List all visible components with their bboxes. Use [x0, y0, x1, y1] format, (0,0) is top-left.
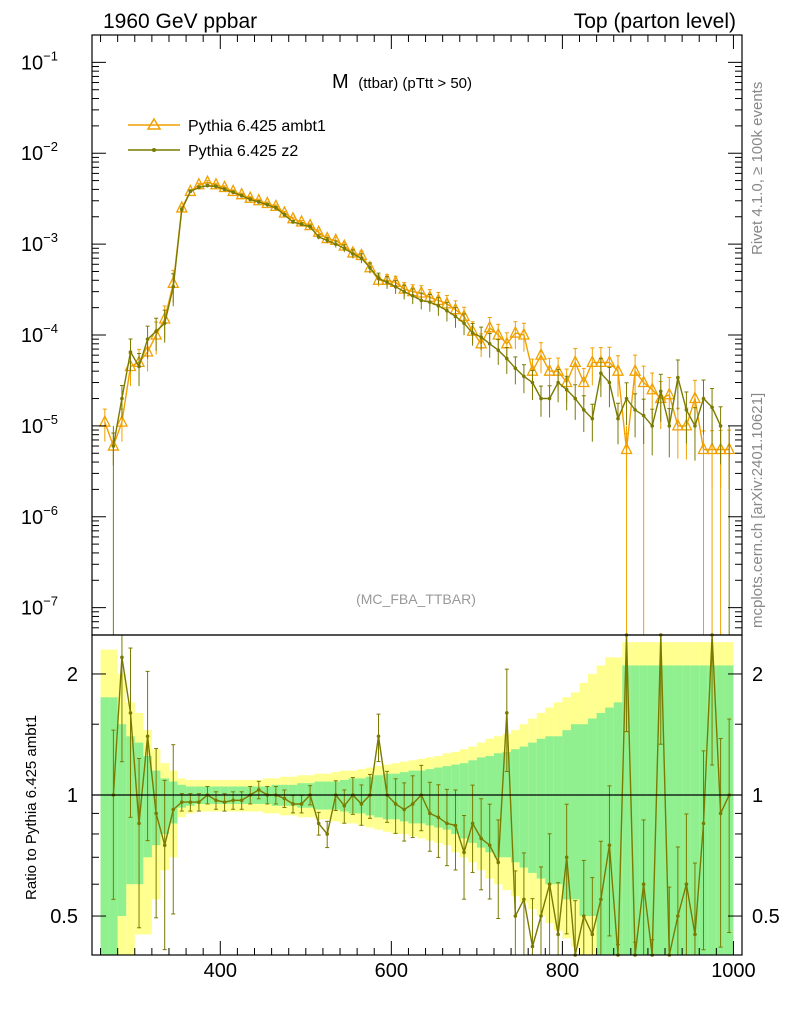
ratio-ytick-label-right: 0.5 — [752, 906, 780, 928]
series-line — [104, 181, 730, 451]
band-mc-bin — [545, 736, 554, 885]
band-mc-bin — [588, 718, 597, 917]
watermark: (MC_FBA_TTBAR) — [356, 591, 476, 607]
data-point — [483, 320, 496, 333]
band-mc-bin — [656, 665, 666, 955]
legend: Pythia 6.425 ambt1 Pythia 6.425 z2 — [128, 117, 326, 160]
data-point — [111, 444, 116, 448]
band-mc-bin — [117, 724, 127, 917]
band-mc-bin — [536, 738, 546, 879]
data-point — [586, 354, 599, 368]
mcplots-label: mcplots.cern.ch [arXiv:2401.10621] — [749, 393, 766, 628]
data-point — [509, 325, 522, 338]
chart-title-main: M — [332, 71, 349, 93]
legend-marker-ambt1 — [146, 117, 162, 130]
data-point — [688, 391, 702, 404]
band-mc-bin — [613, 702, 623, 955]
band-mc-bin — [519, 746, 529, 868]
series-ambt1 — [98, 174, 736, 635]
data-point — [543, 363, 556, 376]
band-mc-bin — [502, 751, 512, 858]
chart-title: M (ttbar) (pTtt > 50) — [332, 71, 472, 93]
band-mc-bin — [511, 749, 520, 863]
rivet-label: Rivet 4.1.0, ≥ 100k events — [749, 82, 766, 255]
ratio-ytick-label: 0.5 — [50, 906, 78, 928]
band-mc-bin — [459, 763, 469, 839]
ratio-ytick-label-right: 2 — [752, 664, 763, 686]
band-mc-bin — [690, 665, 700, 955]
legend-label-ambt1: Pythia 6.425 ambt1 — [188, 118, 326, 135]
xtick-label: 400 — [204, 960, 237, 982]
data-point — [671, 418, 684, 431]
xtick-label: 1000 — [711, 960, 756, 982]
data-point — [577, 375, 590, 388]
band-mc-bin — [579, 724, 589, 917]
main-ytick-label: 10−2 — [21, 139, 58, 165]
data-point — [637, 375, 650, 388]
header-left: 1960 GeV ppbar — [103, 10, 257, 33]
ratio-ylabel: Ratio to Pythia 6.425 ambt1 — [23, 715, 40, 900]
ratio-axes: 0.5 0.5 1 1 2 2 400 600 800 1000 — [50, 634, 780, 982]
chart-title-sub: (ttbar) (pTtt > 50) — [358, 75, 472, 92]
data-point — [663, 387, 676, 400]
ratio-ytick-label: 1 — [67, 785, 78, 807]
band-mc-bin — [707, 665, 717, 955]
main-ytick-label: 10−3 — [21, 230, 58, 256]
band-mc-bin — [570, 724, 580, 900]
xtick-label: 800 — [546, 960, 579, 982]
data-point — [646, 382, 659, 395]
band-mc-bin — [630, 665, 640, 955]
main-ytick-label: 10−6 — [21, 503, 58, 529]
band-mc-bin — [493, 753, 503, 858]
data-point — [115, 414, 128, 427]
band-mc-bin — [553, 736, 563, 885]
data-point — [492, 327, 505, 340]
band-mc-bin — [374, 775, 383, 818]
main-ytick-label: 10−7 — [21, 594, 58, 620]
band-mc-bin — [528, 742, 537, 873]
series-z2 — [111, 183, 723, 466]
band-mc-bin — [682, 665, 691, 955]
data-point — [569, 354, 582, 368]
legend-marker-z2 — [152, 148, 156, 152]
main-ytick-label: 10−1 — [21, 48, 58, 74]
band-mc-bin — [665, 665, 674, 955]
band-mc-bin — [596, 712, 606, 955]
band-mc-bin — [673, 665, 683, 955]
legend-label-z2: Pythia 6.425 z2 — [188, 143, 298, 160]
xtick-label: 600 — [375, 960, 408, 982]
header-right: Top (parton level) — [574, 10, 736, 33]
band-mc-bin — [647, 665, 657, 955]
main-ytick-label: 10−4 — [21, 321, 58, 347]
band-mc-bin — [639, 665, 648, 955]
series-line — [112, 184, 722, 447]
band-mc-bin — [622, 665, 631, 955]
data-point — [603, 354, 616, 368]
ratio-ytick-label: 2 — [67, 664, 78, 686]
data-point — [534, 347, 548, 360]
main-ytick-label: 10−5 — [21, 412, 58, 438]
ratio-ytick-label-right: 1 — [752, 785, 763, 807]
band-mc-bin — [100, 697, 110, 955]
